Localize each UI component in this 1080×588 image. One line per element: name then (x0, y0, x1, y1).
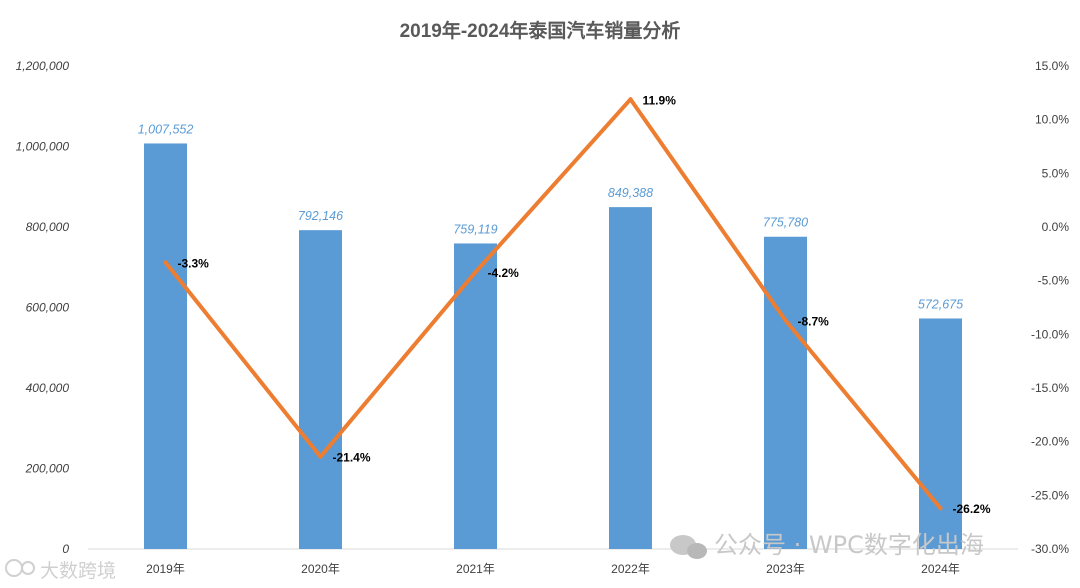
line-labels: -3.3% -21.4% -4.2% 11.9% -8.7% -26.2% (178, 93, 991, 516)
bar-data-label: 849,388 (608, 186, 653, 200)
left-axis: 0 200,000 400,000 600,000 800,000 1,000,000 1,… (16, 59, 70, 556)
bar (609, 207, 652, 549)
watermark-left: 大数跨境 (5, 559, 116, 582)
line-point (783, 318, 788, 323)
x-axis-tick-label: 2023年 (766, 562, 805, 576)
line-point (163, 260, 168, 265)
line-data-label: -4.2% (488, 266, 520, 280)
right-axis-tick-label: -5.0% (1038, 274, 1070, 288)
right-axis-tick-label: 5.0% (1042, 166, 1070, 180)
x-axis-tick-label: 2020年 (301, 562, 340, 576)
bar (764, 236, 807, 550)
bar-labels: 1,007,552 792,146 759,119 849,388 775,780 572… (138, 122, 963, 311)
wechat-icon-small (687, 543, 707, 559)
right-axis-tick-label: -15.0% (1031, 381, 1069, 395)
right-axis: -30.0% -25.0% -20.0% -15.0% -10.0% -5.0% 0.0% 5… (1031, 59, 1069, 556)
bar-data-label: 1,007,552 (138, 122, 194, 136)
x-axis-tick-label: 2021年 (456, 562, 495, 576)
bar-data-label: 792,146 (298, 209, 343, 223)
left-axis-tick-label: 600,000 (26, 301, 70, 315)
line-point (318, 454, 323, 459)
x-axis-tick-label: 2022年 (611, 562, 650, 576)
bar (144, 143, 187, 549)
right-axis-tick-label: -10.0% (1031, 327, 1069, 341)
bar-data-label: 759,119 (453, 222, 497, 236)
bar (299, 230, 342, 549)
bar (919, 318, 962, 549)
line-point (628, 97, 633, 102)
line-point (938, 506, 943, 511)
left-axis-tick-label: 1,200,000 (16, 59, 70, 73)
bar-data-label: 572,675 (918, 297, 963, 311)
x-axis-tick-label: 2024年 (921, 562, 960, 576)
line-data-label: 11.9% (643, 93, 677, 107)
right-axis-tick-label: -25.0% (1031, 488, 1069, 502)
right-axis-tick-label: 15.0% (1035, 59, 1069, 73)
left-axis-tick-label: 0 (62, 542, 69, 556)
chart-title: 2019年-2024年泰国汽车销量分析 (400, 19, 681, 42)
line-point (473, 270, 478, 275)
watermark-right-text: 公众号 · WPC数字化出海 (714, 531, 984, 559)
bar-data-label: 775,780 (763, 216, 808, 230)
right-axis-tick-label: -30.0% (1031, 542, 1069, 556)
left-axis-tick-label: 400,000 (26, 381, 70, 395)
left-axis-tick-label: 200,000 (25, 462, 70, 476)
watermark-left-logo-icon (5, 559, 23, 577)
line-data-label: -26.2% (953, 502, 991, 516)
watermark-left-text: 大数跨境 (40, 560, 116, 582)
watermark-left-logo-dot-icon (21, 561, 35, 575)
line-data-label: -8.7% (798, 314, 830, 328)
line-data-label: -3.3% (178, 256, 210, 270)
left-axis-tick-label: 800,000 (26, 220, 70, 234)
line-path (163, 97, 943, 511)
right-axis-tick-label: 0.0% (1042, 220, 1070, 234)
x-axis-tick-label: 2019年 (146, 562, 185, 576)
line-series (163, 97, 943, 511)
line-data-label: -21.4% (333, 451, 371, 465)
watermark-right: 公众号 · WPC数字化出海 (670, 531, 984, 559)
right-axis-tick-label: 10.0% (1035, 113, 1069, 127)
right-axis-tick-label: -20.0% (1031, 435, 1069, 449)
bar-series (144, 143, 962, 550)
x-axis: 2019年 2020年 2021年 2022年 2023年 2024年 (88, 548, 1018, 576)
left-axis-tick-label: 1,000,000 (16, 140, 70, 154)
bar (454, 243, 497, 550)
